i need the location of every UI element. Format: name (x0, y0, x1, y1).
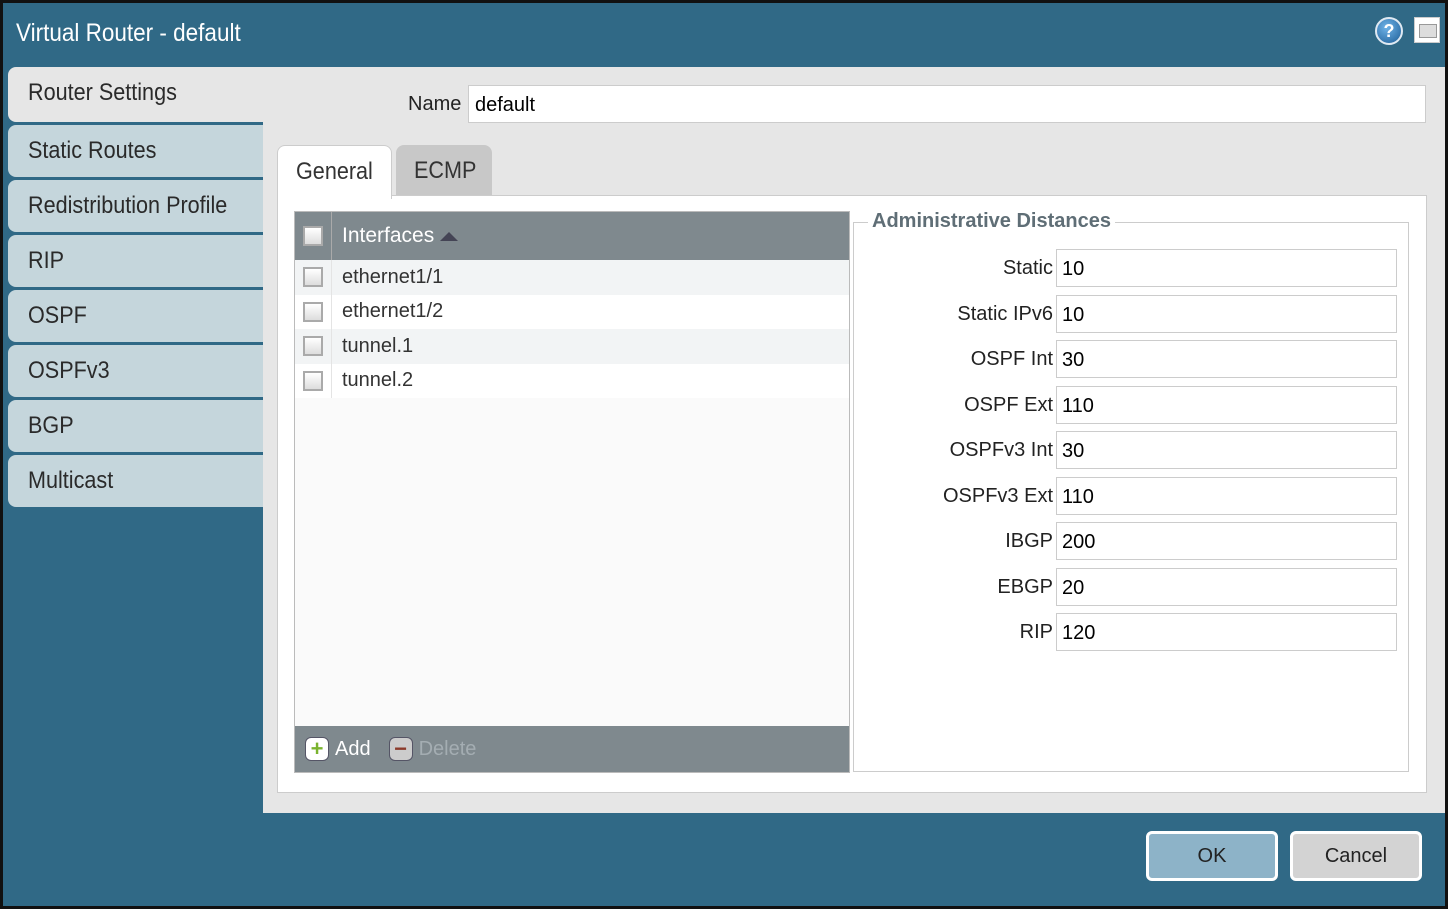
sidebar-item-ospfv3[interactable]: OSPFv3 (8, 345, 263, 397)
interfaces-grid: Interfaces ethernet1/1 ethernet1/2 tunne… (294, 211, 850, 773)
dialog-window: Virtual Router - default ? Router Settin… (3, 3, 1445, 906)
static-ipv6-input[interactable]: 10 (1056, 294, 1397, 333)
sort-ascending-icon (440, 231, 459, 241)
add-button[interactable]: Add (335, 737, 371, 760)
sidebar-item-static-routes[interactable]: Static Routes (8, 125, 263, 177)
ok-button[interactable]: OK (1146, 831, 1278, 881)
dialog-title: Virtual Router - default (16, 19, 241, 47)
row-checkbox[interactable] (303, 370, 323, 391)
ebgp-input[interactable]: 20 (1056, 567, 1397, 606)
ospfv3-ext-label: OSPFv3 Ext (942, 484, 1053, 507)
ospf-ext-label: OSPF Ext (964, 393, 1053, 416)
administrative-distances-title: Administrative Distances (868, 210, 1115, 233)
table-row[interactable]: ethernet1/2 (295, 294, 849, 329)
ospfv3-int-label: OSPFv3 Int (949, 439, 1053, 461)
sidebar-item-bgp[interactable]: BGP (8, 400, 263, 452)
maximize-icon[interactable] (1414, 17, 1440, 43)
ospf-int-input[interactable]: 30 (1056, 340, 1397, 378)
grid-header: Interfaces (295, 212, 849, 260)
row-checkbox[interactable] (303, 267, 323, 288)
rip-input[interactable]: 120 (1056, 613, 1397, 651)
ospfv3-ext-input[interactable]: 110 (1056, 476, 1397, 515)
delete-button: Delete (418, 737, 477, 760)
sidebar-item-router-settings[interactable]: Router Settings (8, 67, 263, 122)
sidebar-item-rip[interactable]: RIP (8, 235, 263, 287)
sidebar-item-multicast[interactable]: Multicast (8, 455, 263, 507)
ibgp-label: IBGP (1005, 530, 1053, 552)
row-checkbox[interactable] (303, 301, 323, 322)
add-icon[interactable]: + (305, 736, 329, 761)
ebgp-label: EBGP (997, 575, 1053, 598)
static-ipv6-label: Static IPv6 (957, 302, 1053, 325)
name-input[interactable]: default (468, 85, 1426, 123)
main-content: Name default General ECMP Interfaces eth… (263, 67, 1445, 813)
ibgp-input[interactable]: 200 (1056, 522, 1397, 560)
cancel-button[interactable]: Cancel (1290, 831, 1422, 881)
sidebar-item-redistribution-profile[interactable]: Redistribution Profile (8, 180, 263, 232)
table-row[interactable]: tunnel.2 (295, 363, 849, 398)
select-all-checkbox[interactable] (303, 226, 323, 246)
ospf-int-label: OSPF Int (970, 348, 1053, 370)
static-input[interactable]: 10 (1056, 249, 1397, 287)
tab-ecmp[interactable]: ECMP (396, 145, 492, 197)
grid-footer: + Add − Delete (295, 726, 849, 772)
name-label: Name (408, 93, 462, 115)
grid-body: ethernet1/1 ethernet1/2 tunnel.1 tunnel.… (295, 260, 849, 398)
help-icon[interactable]: ? (1375, 17, 1403, 45)
delete-icon: − (388, 736, 413, 761)
rip-label: RIP (1019, 621, 1053, 643)
table-row[interactable]: tunnel.1 (295, 329, 849, 364)
ospfv3-int-input[interactable]: 30 (1056, 431, 1397, 469)
tab-general[interactable]: General (277, 145, 392, 199)
sidebar-item-ospf[interactable]: OSPF (8, 290, 263, 342)
ospf-ext-input[interactable]: 110 (1056, 385, 1397, 424)
static-label: Static (1002, 257, 1053, 279)
general-panel: Interfaces ethernet1/1 ethernet1/2 tunne… (277, 195, 1427, 793)
administrative-distances-group: Static 10 Static IPv6 10 OSPF Int 30 OSPF E… (853, 222, 1409, 772)
table-row[interactable]: ethernet1/1 (295, 260, 849, 295)
sidebar: Router Settings Static Routes Redistribu… (8, 67, 263, 510)
interfaces-column-header[interactable]: Interfaces (331, 212, 459, 260)
row-checkbox[interactable] (303, 336, 323, 357)
